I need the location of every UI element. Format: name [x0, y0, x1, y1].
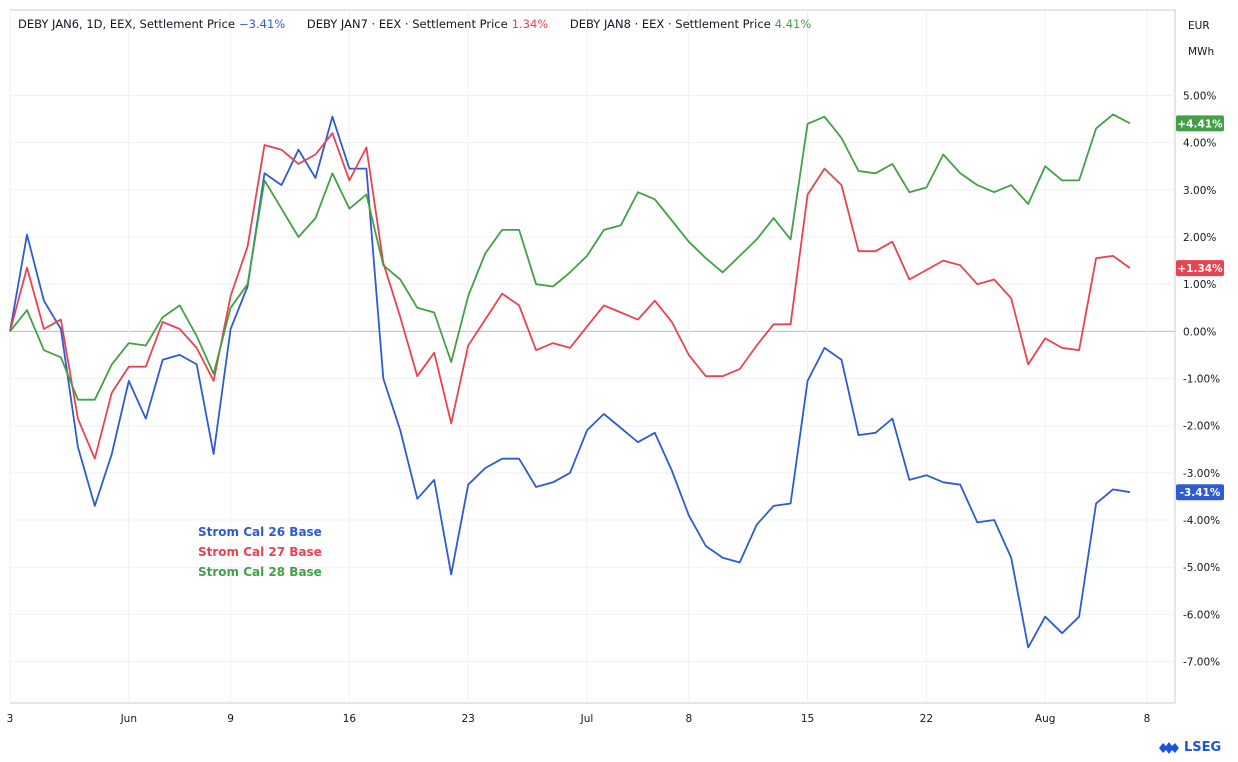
last-value-label-1: -3.41% [1180, 487, 1221, 499]
y-tick-label: -2.00% [1183, 421, 1220, 433]
x-tick-label: 8 [1144, 713, 1151, 725]
x-tick-label: 9 [227, 713, 234, 725]
series-label-cal26: Strom Cal 26 Base [198, 525, 322, 539]
x-tick-label: Jun [120, 713, 137, 725]
series-labels: Strom Cal 26 Base Strom Cal 27 Base Stro… [198, 522, 322, 582]
x-tick-label: 23 [461, 713, 474, 725]
y-tick-label: 3.00% [1183, 185, 1216, 197]
lion-logo-icon [1159, 741, 1179, 754]
y-tick-label: 0.00% [1183, 326, 1216, 338]
y-tick-label: 1.00% [1183, 279, 1216, 291]
plot-frame [9, 9, 1176, 704]
brand-name: LSEG [1184, 740, 1222, 755]
chart-legend: DEBY JAN6, 1D, EEX, Settlement Price −3.4… [18, 17, 829, 31]
y-tick-label: 2.00% [1183, 232, 1216, 244]
y-tick-label: -7.00% [1183, 657, 1220, 669]
y-tick-label: -1.00% [1183, 374, 1220, 386]
y-tick-label: 5.00% [1183, 91, 1216, 103]
series-line-1[interactable] [9, 115, 1131, 649]
axis-unit-currency: EUR [1188, 20, 1210, 32]
last-value-label-3: +4.41% [1177, 118, 1223, 130]
y-tick-label: -5.00% [1183, 562, 1220, 574]
x-tick-label: Aug [1035, 713, 1056, 725]
legend-value-jan8: 4.41% [774, 17, 812, 31]
x-tick-label: 16 [343, 713, 357, 725]
y-tick-label: 4.00% [1183, 138, 1216, 150]
last-value-badge-1 [1176, 484, 1224, 501]
x-tick-label: 8 [685, 713, 692, 725]
x-tick-label: 3 [7, 713, 14, 725]
x-tick-label: 22 [920, 713, 933, 725]
legend-item-jan6[interactable]: DEBY JAN6, 1D, EEX, Settlement Price −3.4… [18, 17, 286, 31]
legend-value-jan7: 1.34% [511, 17, 549, 31]
last-value-label-2: +1.34% [1177, 263, 1223, 275]
legend-item-jan7[interactable]: DEBY JAN7 · EEX · Settlement Price 1.34% [306, 17, 549, 31]
y-tick-label: -4.00% [1183, 515, 1220, 527]
series-label-cal27: Strom Cal 27 Base [198, 545, 322, 559]
y-tick-label: -6.00% [1183, 609, 1220, 621]
y-tick-label: -3.00% [1183, 468, 1220, 480]
series-line-2[interactable] [9, 132, 1131, 460]
x-tick-label: Jul [580, 713, 594, 725]
legend-item-jan8[interactable]: DEBY JAN8 · EEX · Settlement Price 4.41% [569, 17, 812, 31]
last-value-badge-2 [1176, 260, 1224, 277]
series-label-cal28: Strom Cal 28 Base [198, 565, 322, 579]
brand-logo: LSEG [1158, 740, 1221, 755]
series-line-3[interactable] [9, 113, 1131, 401]
legend-value-jan6: −3.41% [239, 17, 286, 31]
x-tick-label: 15 [801, 713, 814, 725]
axis-unit-energy: MWh [1188, 46, 1215, 58]
last-value-badge-3 [1176, 115, 1224, 132]
